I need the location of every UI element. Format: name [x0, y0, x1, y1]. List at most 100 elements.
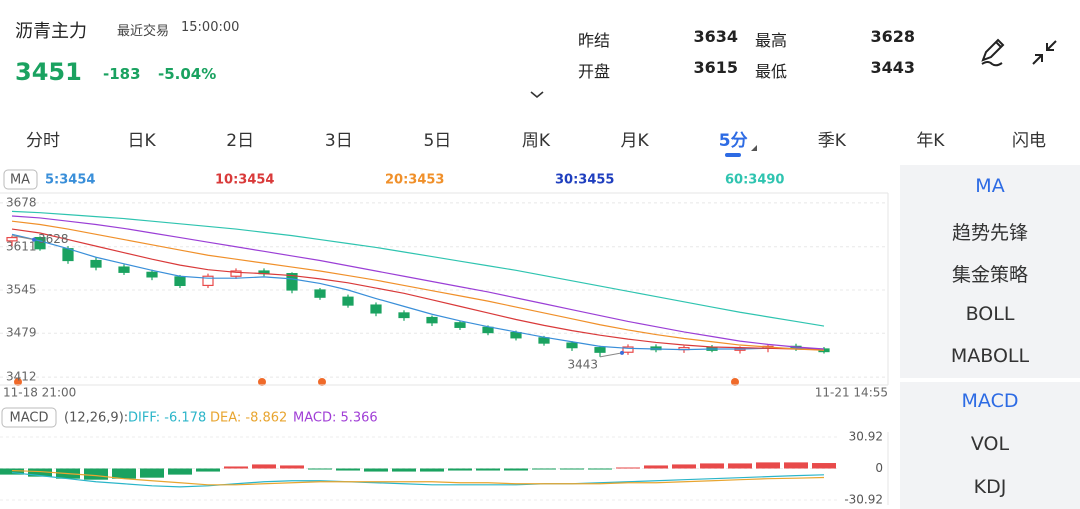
legend-entry: DIFF: -6.178: [128, 411, 206, 426]
macd-bar: [196, 468, 220, 472]
period-tab[interactable]: 闪电: [1012, 131, 1046, 151]
macd-bar: [0, 468, 24, 475]
ma-line: [11, 215, 825, 350]
trade-label: 最近交易: [117, 24, 170, 39]
macd-bar: [84, 468, 108, 480]
macd-bar: [392, 468, 416, 472]
period-tab[interactable]: 5分: [718, 131, 748, 151]
period-tab[interactable]: 5日: [423, 131, 452, 151]
y-tick-label: 3545: [6, 283, 37, 297]
stat-value: 3628: [870, 27, 915, 46]
collapse-icon[interactable]: [1030, 38, 1060, 68]
macd-bar: [168, 468, 192, 475]
event-dot[interactable]: [731, 378, 739, 386]
event-dot[interactable]: [318, 378, 326, 386]
candle-body: [34, 236, 46, 250]
period-tab[interactable]: 月K: [620, 131, 649, 151]
candle-body: [174, 276, 186, 287]
indicator-option[interactable]: MACD: [961, 390, 1019, 412]
price-change-pct: -5.04%: [158, 65, 217, 83]
stat-label: 昨结: [578, 31, 611, 50]
candle-body: [622, 346, 634, 353]
macd-bar: [112, 468, 136, 479]
indicator-option[interactable]: VOL: [970, 433, 1010, 455]
macd-bar: [420, 468, 444, 472]
extreme-label: 3443: [567, 357, 598, 371]
indicator-option[interactable]: MABOLL: [950, 345, 1030, 367]
event-dot[interactable]: [258, 378, 266, 386]
draw-icon[interactable]: [978, 36, 1008, 68]
indicator-option[interactable]: BOLL: [965, 302, 1015, 325]
candle-body: [314, 289, 326, 298]
candle-body: [118, 266, 130, 273]
candle-body: [398, 312, 410, 319]
macd-bar: [616, 467, 640, 469]
period-tab[interactable]: 年K: [916, 131, 945, 151]
macd-bar: [448, 468, 472, 471]
period-tab[interactable]: 3日: [324, 131, 353, 151]
candle-body: [202, 275, 214, 287]
tab-dropdown-mark: [751, 145, 758, 151]
ma-line: [11, 233, 825, 351]
candle-body: [146, 271, 158, 278]
period-tab[interactable]: 分时: [26, 131, 60, 151]
indicator-option[interactable]: MA: [975, 175, 1005, 197]
macd-line: [11, 469, 825, 486]
indicator-option[interactable]: KDJ: [973, 476, 1007, 498]
y-tick-label: 3678: [6, 195, 37, 209]
event-dot[interactable]: [14, 378, 22, 386]
expand-chevron[interactable]: [528, 88, 546, 100]
y-tick-label: 0: [875, 461, 883, 475]
stat-label: 最低: [755, 62, 788, 81]
y-tick-label: 3412: [6, 370, 37, 384]
macd-badge-label: MACD: [10, 411, 49, 426]
stat-value: 3634: [693, 27, 738, 46]
main-indicator-box: [900, 165, 1080, 378]
trade-time: 15:00:00: [181, 20, 240, 35]
y-tick-label: 30.92: [849, 430, 883, 444]
stat-value: 3615: [693, 58, 738, 77]
contract-title: 沥青主力: [15, 21, 87, 42]
legend-entry: DEA: -8.862: [210, 411, 287, 426]
period-tab[interactable]: 季K: [817, 131, 846, 151]
active-tab-underline: [725, 153, 742, 157]
legend-entry: 10:3454: [215, 173, 274, 188]
macd-bar: [644, 465, 668, 469]
ma-badge-label: MA: [10, 173, 30, 188]
indicator-option[interactable]: 趋势先锋: [951, 221, 1028, 244]
macd-bar: [224, 466, 248, 469]
macd-bar: [252, 464, 276, 469]
candle-body: [482, 326, 494, 334]
kline-chart: MA MACD (12,26,9): 3678 3611 3545 3479 3412 1…: [0, 169, 889, 507]
indicator-panel: MA 趋势先锋集金策略 BOLL MABOLL MACD VOL KDJ: [900, 165, 1080, 509]
macd-bar: [672, 464, 696, 469]
candle-body: [454, 322, 466, 328]
macd-params: (12,26,9):: [64, 411, 128, 426]
ma-badge: [3, 169, 38, 190]
period-tab[interactable]: 周K: [521, 131, 551, 151]
period-tab[interactable]: 日K: [127, 131, 156, 151]
sub-indicator-box: [900, 382, 1080, 509]
y-tick-label: -30.92: [844, 493, 883, 507]
extreme-label: 3628: [38, 232, 69, 246]
x-tick-label: 11-18 21:00: [3, 386, 76, 400]
macd-bar: [728, 463, 752, 469]
candle-body: [566, 342, 578, 349]
extreme-pointer: [11, 235, 35, 241]
ma-line: [11, 220, 825, 351]
macd-badge: [1, 407, 57, 428]
legend-entry: MACD: 5.366: [293, 411, 378, 426]
stat-label: 开盘: [578, 62, 611, 81]
macd-bar: [140, 468, 164, 478]
extreme-dot: [620, 350, 624, 355]
macd-bar: [784, 462, 808, 469]
candle-body: [594, 347, 606, 353]
candle-body: [286, 273, 298, 291]
candle-body: [510, 331, 522, 339]
macd-bar: [560, 468, 584, 470]
ma-line: [11, 228, 825, 351]
price-change: -183: [103, 65, 141, 83]
indicator-option[interactable]: 集金策略: [951, 264, 1028, 286]
period-tab[interactable]: 2日: [226, 131, 255, 151]
